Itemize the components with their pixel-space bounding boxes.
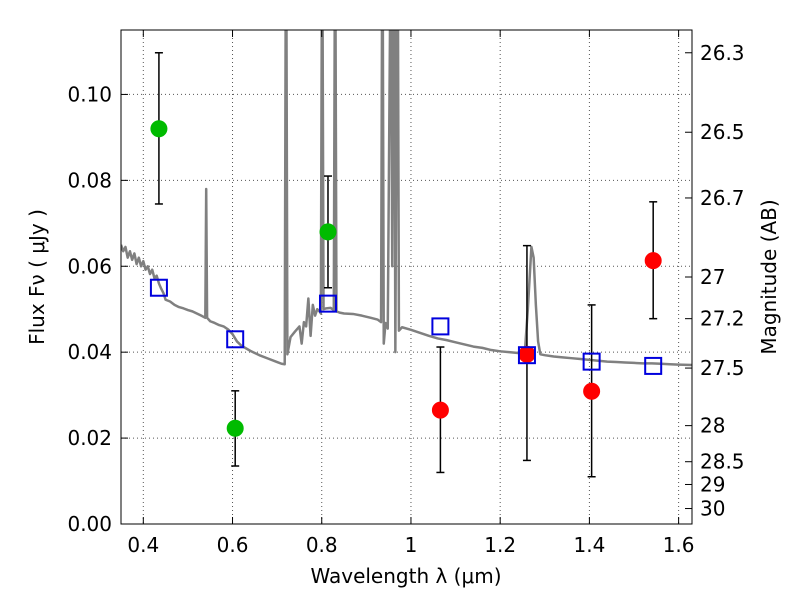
data-point [583, 382, 601, 400]
x-tick-label: 0.8 [306, 533, 338, 557]
model-square-marker [517, 346, 536, 365]
data-point [226, 419, 244, 437]
y2-axis-title: Magnitude (AB) [757, 199, 781, 354]
data-point [518, 345, 536, 363]
axis-ticks: 0.4 0.6 0.8 1 1.2 1.4 1.6 0.00 0.02 0.04 0.06 0.08 0… [67, 30, 745, 557]
y2-tick-label: 26.7 [700, 186, 745, 210]
y2-tick-label: 28 [700, 414, 725, 438]
x-tick-label: 1 [405, 533, 418, 557]
data-point [644, 252, 662, 270]
y2-tick-label: 30 [700, 497, 725, 521]
y-tick-label: 0.06 [67, 254, 112, 278]
model-square-marker [318, 294, 337, 313]
model-square-marker [226, 330, 245, 349]
x-tick-label: 0.6 [217, 533, 249, 557]
y2-tick-label: 26.5 [700, 120, 745, 144]
y-tick-label: 0.04 [67, 340, 112, 364]
y2-tick-label: 27 [700, 265, 725, 289]
y-tick-label: 0.00 [67, 512, 112, 536]
spectrum-layer [121, 30, 692, 367]
x-tick-label: 1.6 [663, 533, 695, 557]
data-markers [149, 120, 663, 437]
data-point [150, 120, 168, 138]
model-square-marker [431, 317, 450, 336]
y-axis-title: Flux Fν ( μJy ) [25, 209, 49, 345]
y2-tick-label: 27.5 [700, 356, 745, 380]
data-point [431, 401, 449, 419]
model-spectrum-line [121, 30, 692, 367]
y-tick-label: 0.10 [67, 82, 112, 106]
x-tick-label: 1.2 [484, 533, 516, 557]
y2-tick-label: 26.3 [700, 41, 745, 65]
y2-tick-label: 29 [700, 472, 725, 496]
model-square-marker [149, 278, 168, 297]
y-tick-label: 0.02 [67, 426, 112, 450]
data-point [319, 223, 337, 241]
x-tick-label: 1.4 [573, 533, 605, 557]
y2-tick-label: 28.5 [700, 450, 745, 474]
y2-tick-label: 27.2 [700, 307, 745, 331]
model-square-marker [582, 352, 601, 371]
y-tick-label: 0.08 [67, 168, 112, 192]
model-square-marker [644, 356, 663, 375]
x-tick-label: 0.4 [127, 533, 159, 557]
x-axis-title: Wavelength λ (μm) [310, 564, 501, 588]
plot-background [121, 30, 692, 524]
